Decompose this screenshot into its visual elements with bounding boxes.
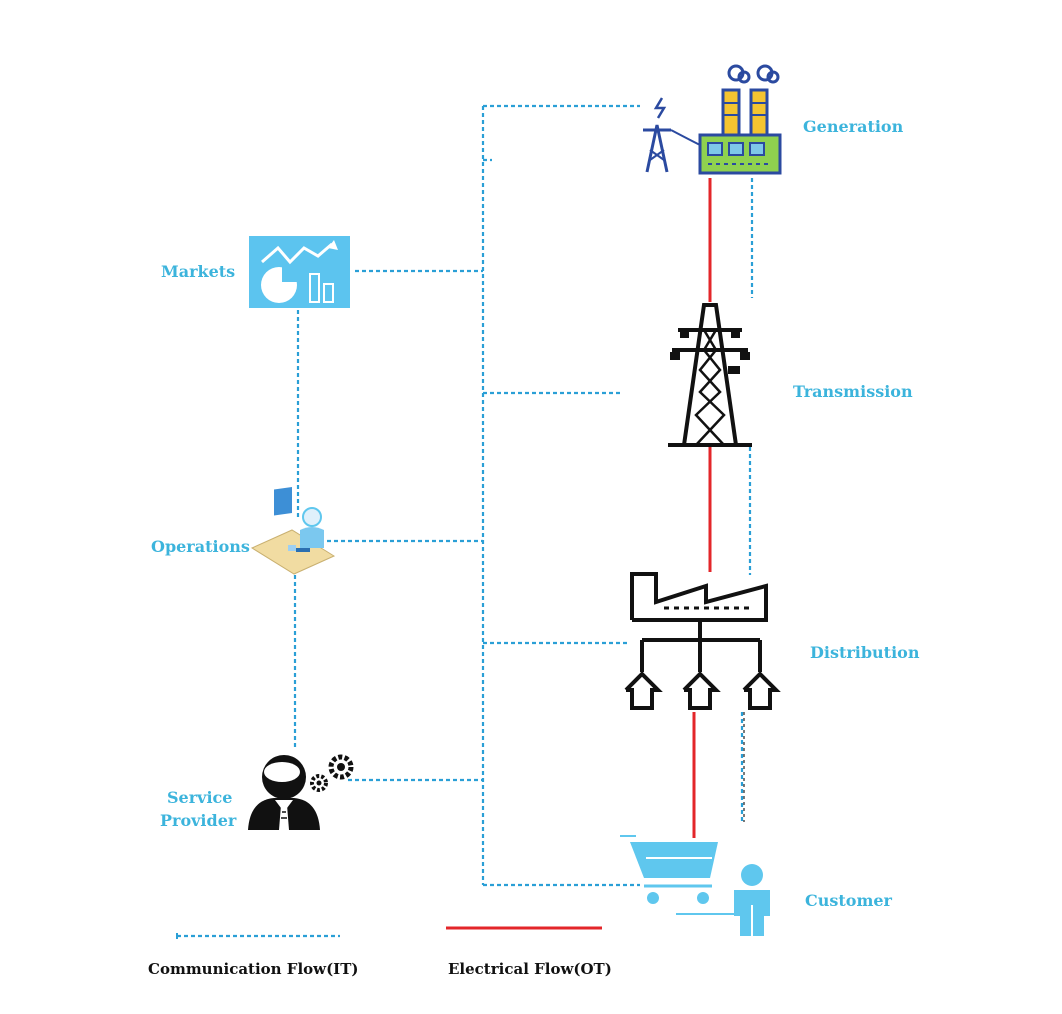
service-provider-label-line2: Provider <box>160 811 237 830</box>
legend-ot-label: Electrical Flow(OT) <box>448 960 612 978</box>
service-provider-icon <box>248 754 354 830</box>
market-chart-icon <box>249 236 350 308</box>
service-provider-label-line1: Service <box>167 788 232 807</box>
power-plant-icon <box>643 64 782 175</box>
operations-label: Operations <box>151 537 250 556</box>
generation-label: Generation <box>803 117 904 136</box>
markets-label: Markets <box>161 262 235 281</box>
distribution-label: Distribution <box>810 643 920 662</box>
transmission-tower-icon <box>668 303 752 447</box>
ot-flow-lines <box>692 178 712 838</box>
distribution-icon <box>624 572 781 710</box>
legend: Communication Flow(IT) Electrical Flow(O… <box>148 926 612 978</box>
customer-label: Customer <box>805 891 893 910</box>
it-flow-lines <box>293 104 754 887</box>
shopping-cart-icon <box>620 835 734 915</box>
operator-icon <box>250 486 336 575</box>
person-icon <box>734 864 770 936</box>
transmission-label: Transmission <box>793 382 913 401</box>
legend-it-label: Communication Flow(IT) <box>148 960 358 978</box>
